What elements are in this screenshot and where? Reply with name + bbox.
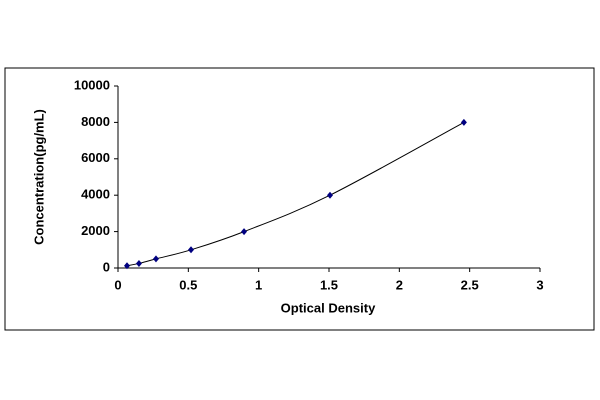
- marker: [326, 191, 333, 199]
- x-tick-label: 3: [536, 277, 543, 292]
- marker: [460, 118, 467, 126]
- chart-border: [4, 67, 595, 331]
- marker: [241, 228, 248, 236]
- y-tick-label: 10000: [74, 77, 110, 92]
- marker: [124, 262, 131, 270]
- marker: [188, 246, 195, 254]
- y-axis-label: Concentration(pg/mL): [31, 109, 46, 245]
- marker: [135, 259, 142, 267]
- x-tick-label: 1: [255, 277, 262, 292]
- x-tick-label: 2.5: [461, 277, 479, 292]
- x-tick-label: 0.5: [179, 277, 197, 292]
- y-tick-label: 8000: [81, 114, 110, 129]
- x-tick-label: 2: [396, 277, 403, 292]
- y-tick-label: 0: [103, 259, 110, 274]
- x-axis-label: Optical Density: [281, 300, 376, 315]
- x-tick-label: 0: [114, 277, 121, 292]
- marker: [152, 255, 159, 263]
- y-tick-label: 4000: [81, 187, 110, 202]
- x-tick-label: 1.5: [320, 277, 338, 292]
- y-tick-label: 2000: [81, 223, 110, 238]
- y-tick-label: 6000: [81, 150, 110, 165]
